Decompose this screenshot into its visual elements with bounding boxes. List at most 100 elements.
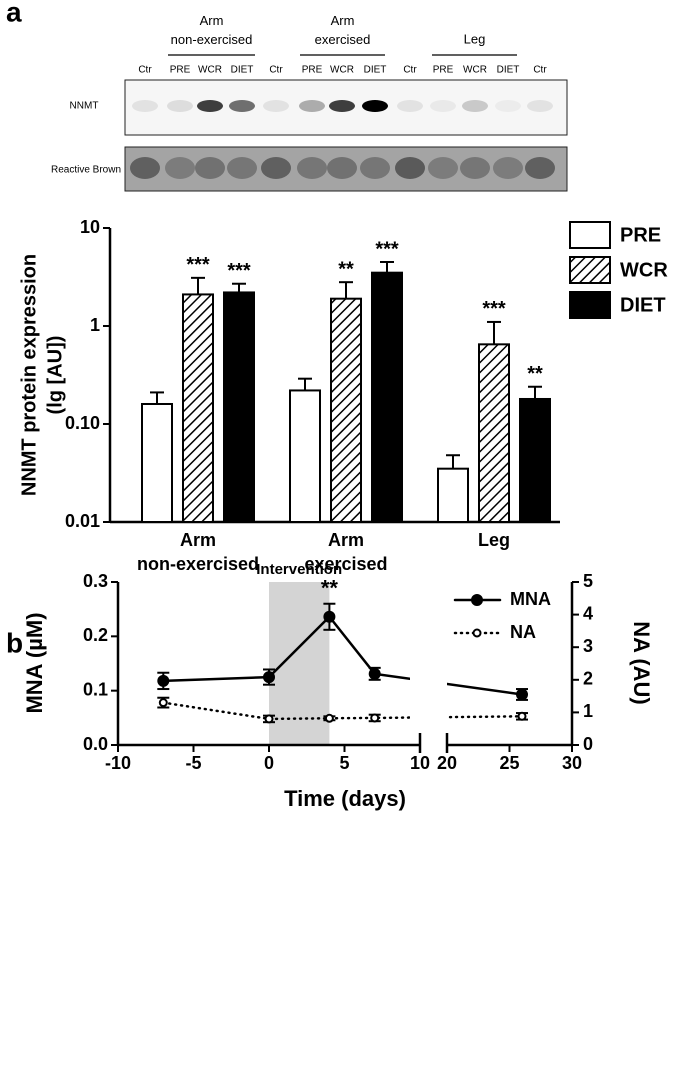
bar xyxy=(330,297,362,524)
blot-band xyxy=(397,100,423,112)
marker xyxy=(516,688,528,701)
blot-band xyxy=(527,100,553,112)
blot-reactive-brown xyxy=(124,146,568,192)
marker xyxy=(368,667,381,680)
x-tick-label: Arm exercised xyxy=(304,530,387,574)
marker xyxy=(324,713,334,723)
panel-label: b xyxy=(6,627,23,658)
marker xyxy=(263,671,275,684)
x-tick-label: 20 xyxy=(437,753,457,773)
blot-band xyxy=(460,157,490,179)
x-tick-label: 10 xyxy=(410,753,430,773)
y2-tick-label: 4 xyxy=(583,603,593,623)
blot-band xyxy=(167,100,193,112)
y2-tick-label: 5 xyxy=(583,571,593,591)
blot-band xyxy=(227,157,257,179)
lane-label: PRE xyxy=(170,65,191,76)
blot-band xyxy=(360,157,390,179)
blot-row-label: Reactive Brown xyxy=(51,165,121,176)
legend-label: WCR xyxy=(620,259,668,281)
blot-band xyxy=(132,100,158,112)
significance: *** xyxy=(375,238,399,260)
legend-marker xyxy=(472,628,482,638)
marker xyxy=(517,711,527,721)
x-axis-label: Time (days) xyxy=(284,786,406,811)
marker xyxy=(323,610,336,623)
bar xyxy=(478,343,510,524)
group-label: Leg xyxy=(464,31,486,46)
shade-label: Intervention xyxy=(256,561,342,578)
y2-tick-label: 0 xyxy=(583,734,593,754)
legend-marker xyxy=(471,594,483,606)
bar xyxy=(519,397,551,524)
lane-label: PRE xyxy=(433,65,454,76)
y2-tick-label: 1 xyxy=(583,701,593,721)
y-tick-label: 0.3 xyxy=(83,571,108,591)
x-tick-label: 30 xyxy=(562,753,582,773)
legend-swatch xyxy=(569,256,611,284)
lane-label: DIET xyxy=(497,65,520,76)
shade xyxy=(269,582,330,745)
legend-swatch xyxy=(569,291,611,319)
marker xyxy=(157,674,170,687)
lane-label: DIET xyxy=(364,65,387,76)
legend-label: NA xyxy=(510,622,536,642)
bar xyxy=(141,402,173,524)
legend-label: MNA xyxy=(510,589,551,609)
significance: ** xyxy=(527,363,543,385)
blot-band xyxy=(428,157,458,179)
marker xyxy=(370,713,380,723)
blot-band xyxy=(430,100,456,112)
legend-label: DIET xyxy=(620,294,666,316)
bar xyxy=(223,291,255,523)
blot-band xyxy=(130,157,160,179)
x-tick-label: -5 xyxy=(185,753,201,773)
y-tick-label: 0.10 xyxy=(65,413,100,433)
blot-band xyxy=(327,157,357,179)
x-tick-label: -10 xyxy=(105,753,131,773)
y2-axis-label: NA (AU) xyxy=(629,621,654,705)
blot-row-label: NNMT xyxy=(70,101,99,112)
blot-band xyxy=(495,100,521,112)
y-tick-label: 0.01 xyxy=(65,511,100,531)
blot-band xyxy=(525,157,555,179)
y-axis-label: (lg [AU]) xyxy=(44,336,66,415)
marker xyxy=(264,714,274,724)
y2-tick-label: 3 xyxy=(583,636,593,656)
lane-label: PRE xyxy=(302,65,323,76)
y-tick-label: 10 xyxy=(80,217,100,237)
lane-label: Ctr xyxy=(138,65,152,76)
x-tick-label: 5 xyxy=(339,753,349,773)
lane-label: WCR xyxy=(330,65,354,76)
bar xyxy=(371,271,403,523)
lane-label: DIET xyxy=(231,65,254,76)
blot-band xyxy=(297,157,327,179)
blot-band xyxy=(263,100,289,112)
blot-band xyxy=(395,157,425,179)
x-tick-label: Arm non-exercised xyxy=(137,530,259,574)
legend-swatch xyxy=(569,221,611,249)
y-axis-label: MNA (µM) xyxy=(22,612,47,713)
y-tick-label: 0.2 xyxy=(83,625,108,645)
bar xyxy=(289,389,321,523)
bar xyxy=(182,293,214,523)
blot-band xyxy=(195,157,225,179)
x-tick-label: 0 xyxy=(264,753,274,773)
y-tick-label: 1 xyxy=(90,315,100,335)
significance: ** xyxy=(321,576,339,601)
lane-label: Ctr xyxy=(403,65,417,76)
y-tick-label: 0.1 xyxy=(83,679,108,699)
significance: ** xyxy=(338,258,354,280)
lane-label: Ctr xyxy=(533,65,547,76)
significance: *** xyxy=(186,254,210,276)
lane-label: Ctr xyxy=(269,65,283,76)
axis-break-gap xyxy=(410,582,447,743)
lane-label: WCR xyxy=(463,65,487,76)
legend-label: PRE xyxy=(620,224,661,246)
blot-band xyxy=(165,157,195,179)
x-tick-label: Leg xyxy=(478,530,510,550)
series-line xyxy=(162,614,524,696)
blot-band xyxy=(197,100,223,112)
bar xyxy=(437,467,469,524)
